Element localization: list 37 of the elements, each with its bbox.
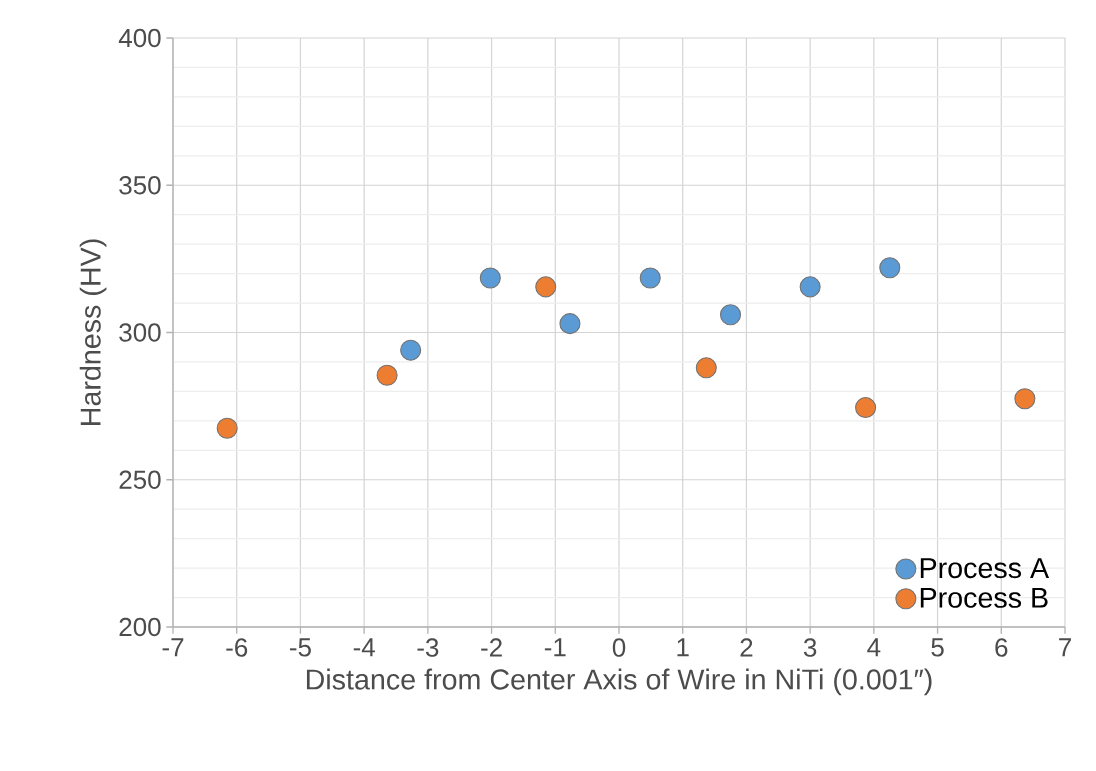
y-tick-label: 200 — [119, 617, 161, 637]
point — [879, 257, 901, 279]
x-tick-label: -3 — [417, 638, 439, 657]
x-tick-label: -2 — [481, 638, 502, 657]
point — [855, 397, 877, 419]
point — [376, 364, 398, 386]
y-axis-title: Hardness (HV) — [79, 239, 107, 425]
x-axis-title: Distance from Center Axis of Wire in NiTi (0.001″) — [306, 668, 932, 696]
point — [719, 304, 742, 326]
y-tick-label: 300 — [119, 323, 161, 342]
point — [1014, 388, 1036, 410]
x-tick-label: 0 — [612, 638, 626, 657]
x-tick-label: 5 — [931, 638, 944, 657]
x-tick-label: 3 — [803, 638, 817, 657]
x-tick-label: -4 — [353, 638, 375, 657]
x-tick-label: -5 — [290, 638, 311, 657]
legend-label: Process A — [920, 558, 1050, 579]
point — [695, 357, 717, 379]
x-tick-label: 2 — [740, 638, 753, 657]
point — [479, 267, 501, 289]
x-tick-label: 1 — [677, 638, 689, 657]
point — [639, 267, 661, 289]
point — [559, 313, 581, 335]
point — [400, 339, 422, 361]
point — [535, 276, 557, 298]
x-tick-label: -1 — [544, 638, 566, 657]
y-tick-label: 350 — [119, 176, 161, 195]
legend-label: Process B — [920, 587, 1048, 608]
x-tick-label: -7 — [162, 638, 184, 657]
x-tick-label: 7 — [1059, 638, 1071, 657]
x-tick-label: 4 — [867, 638, 881, 657]
point — [216, 417, 238, 439]
x-tick-label: 6 — [995, 638, 1008, 657]
point — [799, 276, 821, 298]
y-tick-label: 400 — [118, 28, 161, 48]
x-tick-label: -6 — [226, 638, 248, 657]
y-tick-label: 250 — [119, 470, 161, 489]
